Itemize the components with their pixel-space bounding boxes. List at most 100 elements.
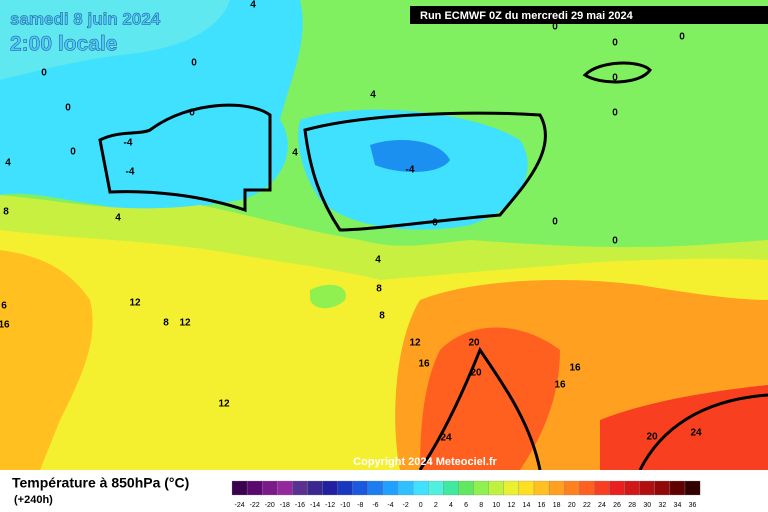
- contour-label: -4: [406, 165, 415, 176]
- colorbar-label: -8: [357, 502, 363, 509]
- contour-label: 0: [189, 108, 195, 119]
- colorbar-swatch: [624, 480, 640, 496]
- colorbar-label: -10: [340, 502, 350, 509]
- colorbar-swatch: [564, 480, 580, 496]
- contour-label: 16: [0, 320, 10, 331]
- colorbar-label: 36: [689, 502, 697, 509]
- colorbar-swatch: [322, 480, 338, 496]
- colorbar-swatch: [639, 480, 655, 496]
- colorbar-label: 16: [538, 502, 546, 509]
- colorbar-label: 30: [643, 502, 651, 509]
- colorbar-swatch: [473, 480, 489, 496]
- hot-region: [420, 327, 560, 470]
- colorbar-swatch: [337, 480, 353, 496]
- warm-region: [0, 250, 93, 470]
- colorbar-swatch: [367, 480, 384, 496]
- contour-label: -4: [124, 138, 133, 149]
- colorbar-swatch: [594, 480, 610, 496]
- contour-label: 20: [468, 338, 480, 349]
- cold-region: [0, 0, 230, 80]
- colorbar-swatch: [548, 480, 565, 496]
- colorbar-swatch: [352, 480, 369, 496]
- contour-label: 0: [679, 32, 685, 43]
- colorbar-label: 10: [492, 502, 500, 509]
- contour-label: 12: [218, 399, 230, 410]
- contour-label: 0: [612, 73, 618, 84]
- contour-label: 0: [432, 218, 438, 229]
- contour-label: 0: [191, 58, 197, 69]
- colorbar-swatch: [579, 480, 595, 496]
- colorbar-label: 20: [568, 502, 576, 509]
- colorbar-swatch: [413, 480, 429, 496]
- colorbar-label: 28: [628, 502, 636, 509]
- colorbar-label: -16: [295, 502, 305, 509]
- colorbar-swatch: [428, 480, 444, 496]
- colorbar-swatch: [443, 480, 459, 496]
- colorbar-label: -12: [325, 502, 335, 509]
- colorbar-swatch: [307, 480, 323, 496]
- copyright: Copyright 2024 Meteociel.fr: [353, 456, 497, 468]
- colorbar-label: -14: [310, 502, 320, 509]
- footer-title: Température à 850hPa (°C): [12, 475, 189, 491]
- colorbar-label: -6: [372, 502, 378, 509]
- colorbar-label: -20: [265, 502, 275, 509]
- colorbar-label: 18: [553, 502, 561, 509]
- contour-label: 4: [370, 90, 376, 101]
- colorbar-swatch: [609, 480, 625, 496]
- colorbar-swatch: [246, 480, 263, 496]
- colorbar-swatch: [277, 480, 293, 496]
- colorbar-label: 0: [419, 502, 423, 509]
- contour-label: 0: [552, 217, 558, 228]
- cool-patch: [310, 284, 346, 309]
- contour-label: 4: [5, 158, 11, 169]
- colorbar-label: 22: [583, 502, 591, 509]
- contour-label: 12: [179, 318, 191, 329]
- contour-label: 0: [41, 68, 47, 79]
- colorbar-swatch: [231, 480, 248, 496]
- contour-label: 16: [554, 380, 566, 391]
- zero-isotherm: [98, 61, 768, 471]
- colorbar-swatch: [488, 480, 504, 496]
- contour-label: 20: [646, 432, 658, 443]
- contour-label: 16: [569, 363, 581, 374]
- colorbar-swatch: [669, 480, 686, 496]
- date-label: samedi 8 juin 2024: [10, 9, 161, 28]
- colorbar-label: 26: [613, 502, 621, 509]
- colorbar-swatch: [503, 480, 520, 496]
- contour-label: 6: [1, 301, 7, 312]
- colorbar-swatch: [262, 480, 278, 496]
- colorbar-label: 4: [449, 502, 453, 509]
- contour-label: 4: [250, 0, 256, 11]
- colorbar-swatch: [518, 480, 535, 496]
- contour-label: 12: [129, 298, 141, 309]
- colorbar-label: 8: [479, 502, 483, 509]
- contour-label: 0: [612, 38, 618, 49]
- colorbar-swatch: [292, 480, 308, 496]
- colorbar-label: 6: [464, 502, 468, 509]
- contour-label: 24: [690, 428, 702, 439]
- colorbar-swatch: [533, 480, 550, 496]
- colorbar-swatch: [382, 480, 399, 496]
- contour-label: 20: [470, 368, 482, 379]
- contour-label: 4: [292, 148, 298, 159]
- contour-label: 0: [552, 22, 558, 33]
- contour-label: 8: [163, 318, 169, 329]
- footer-lead: (+240h): [14, 494, 53, 506]
- colorbar-label: 24: [598, 502, 606, 509]
- colorbar-label: 32: [658, 502, 666, 509]
- colorbar-label: 14: [523, 502, 531, 509]
- contour-label: 8: [379, 311, 385, 322]
- contour-label: 4: [115, 213, 121, 224]
- colorbar-swatch: [397, 480, 414, 496]
- contour-label: 0: [70, 147, 76, 158]
- colorbar-swatch: [684, 480, 701, 496]
- contour-label: 4: [375, 255, 381, 266]
- colorbar-label: 2: [434, 502, 438, 509]
- contour-label: 24: [440, 433, 452, 444]
- colorbar-label: 34: [674, 502, 682, 509]
- contour-label: 16: [418, 359, 430, 370]
- contour-label: 8: [3, 207, 9, 218]
- colorbar-label: -18: [280, 502, 290, 509]
- contour-label: -4: [126, 167, 135, 178]
